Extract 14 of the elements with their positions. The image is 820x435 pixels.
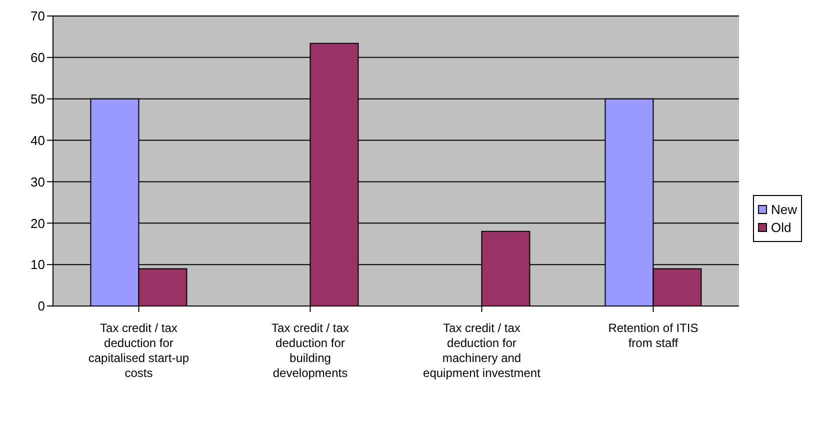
x-tick-label: Tax credit / tax deduction for building developments <box>272 321 349 380</box>
legend-label: Old <box>770 220 792 234</box>
y-tick-label: 50 <box>30 91 45 106</box>
x-tick-label: Retention of ITIS from staff <box>608 321 698 350</box>
legend-label: New <box>770 202 797 216</box>
x-tick-label: Tax credit / tax deduction for capitalised start-up costs <box>88 321 190 380</box>
y-tick-label: 60 <box>30 50 45 66</box>
y-tick-label: 0 <box>38 298 45 314</box>
y-tick-label: 40 <box>30 132 45 148</box>
y-tick-label: 20 <box>30 216 45 231</box>
y-tick-label: 70 <box>30 8 45 24</box>
y-tick-label: 10 <box>30 257 45 272</box>
x-tick-label: Tax credit / tax deduction for machinery and equipment investment <box>423 321 542 380</box>
y-tick-label: 30 <box>30 174 45 190</box>
